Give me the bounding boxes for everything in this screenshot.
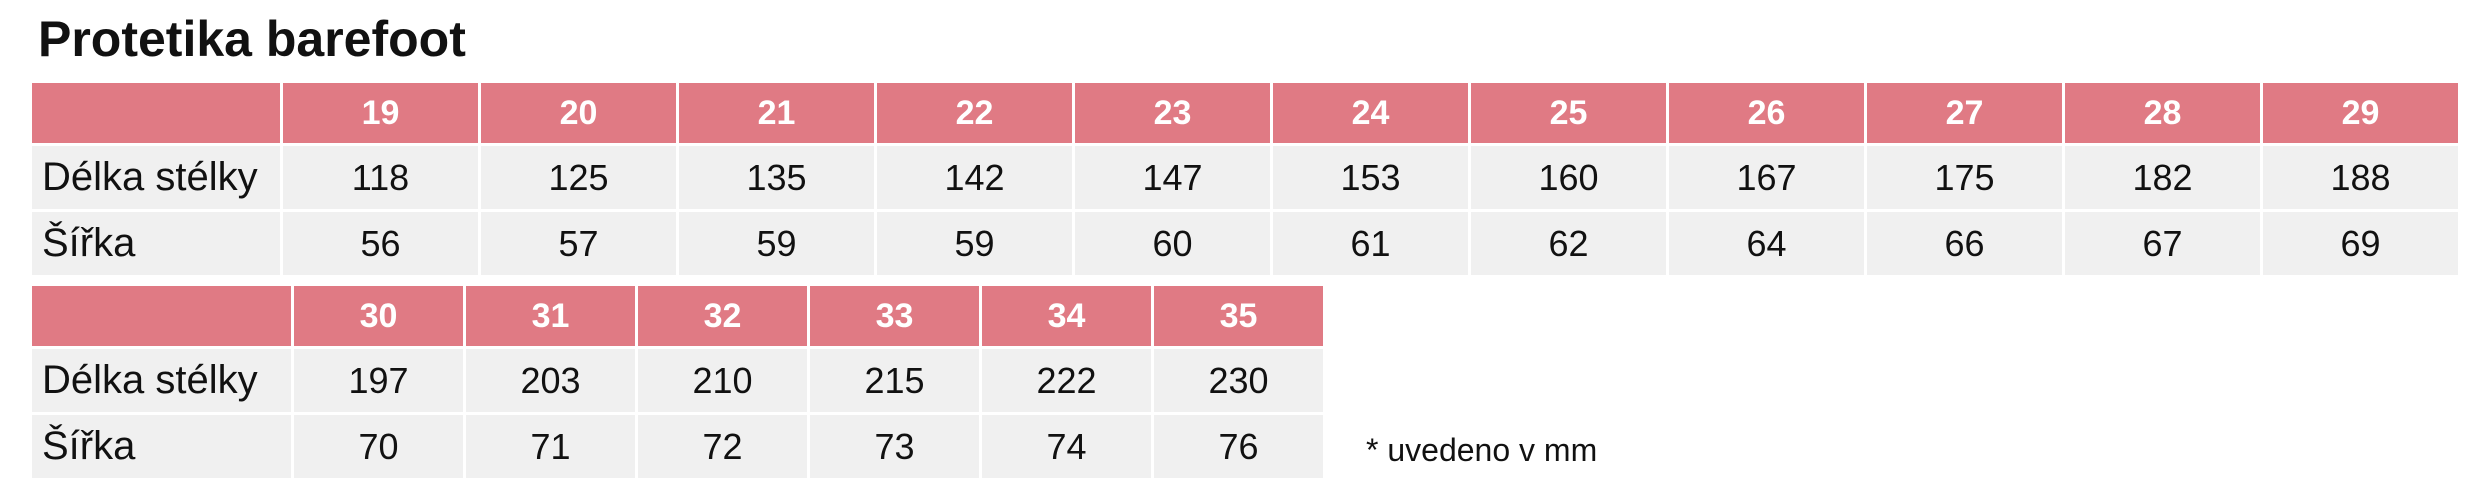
value-cell: 197 xyxy=(294,349,463,412)
size-header: 20 xyxy=(481,83,676,143)
size-header: 26 xyxy=(1669,83,1864,143)
value-cell: 125 xyxy=(481,146,676,209)
size-header: 22 xyxy=(877,83,1072,143)
value-cell: 76 xyxy=(1154,415,1323,478)
size-header: 25 xyxy=(1471,83,1666,143)
value-cell: 60 xyxy=(1075,212,1270,275)
value-cell: 73 xyxy=(810,415,979,478)
value-cell: 70 xyxy=(294,415,463,478)
value-cell: 71 xyxy=(466,415,635,478)
value-cell: 72 xyxy=(638,415,807,478)
value-cell: 61 xyxy=(1273,212,1468,275)
value-cell: 230 xyxy=(1154,349,1323,412)
value-cell: 56 xyxy=(283,212,478,275)
size-header: 34 xyxy=(982,286,1151,346)
size-header: 23 xyxy=(1075,83,1270,143)
header-corner xyxy=(32,286,291,346)
value-cell: 59 xyxy=(679,212,874,275)
value-cell: 188 xyxy=(2263,146,2458,209)
value-cell: 118 xyxy=(283,146,478,209)
value-cell: 160 xyxy=(1471,146,1666,209)
value-cell: 74 xyxy=(982,415,1151,478)
size-header: 29 xyxy=(2263,83,2458,143)
row-label: Šířka xyxy=(32,415,291,478)
size-header: 28 xyxy=(2065,83,2260,143)
size-header: 32 xyxy=(638,286,807,346)
value-cell: 67 xyxy=(2065,212,2260,275)
value-cell: 153 xyxy=(1273,146,1468,209)
value-cell: 147 xyxy=(1075,146,1270,209)
value-cell: 135 xyxy=(679,146,874,209)
row-label: Délka stélky xyxy=(32,349,291,412)
value-cell: 142 xyxy=(877,146,1072,209)
value-cell: 222 xyxy=(982,349,1151,412)
size-header: 31 xyxy=(466,286,635,346)
value-cell: 167 xyxy=(1669,146,1864,209)
value-cell: 182 xyxy=(2065,146,2260,209)
note: * uvedeno v mm xyxy=(1366,432,1598,468)
row-label: Šířka xyxy=(32,212,280,275)
header-corner xyxy=(32,83,280,143)
size-header: 19 xyxy=(283,83,478,143)
size-header: 27 xyxy=(1867,83,2062,143)
value-cell: 66 xyxy=(1867,212,2062,275)
value-cell: 175 xyxy=(1867,146,2062,209)
size-header: 30 xyxy=(294,286,463,346)
size-header: 21 xyxy=(679,83,874,143)
value-cell: 57 xyxy=(481,212,676,275)
value-cell: 62 xyxy=(1471,212,1666,275)
value-cell: 203 xyxy=(466,349,635,412)
value-cell: 64 xyxy=(1669,212,1864,275)
row-label: Délka stélky xyxy=(32,146,280,209)
title: Protetika barefoot xyxy=(38,11,466,67)
value-cell: 59 xyxy=(877,212,1072,275)
value-cell: 69 xyxy=(2263,212,2458,275)
size-header: 24 xyxy=(1273,83,1468,143)
size-header: 35 xyxy=(1154,286,1323,346)
size-header: 33 xyxy=(810,286,979,346)
value-cell: 215 xyxy=(810,349,979,412)
value-cell: 210 xyxy=(638,349,807,412)
